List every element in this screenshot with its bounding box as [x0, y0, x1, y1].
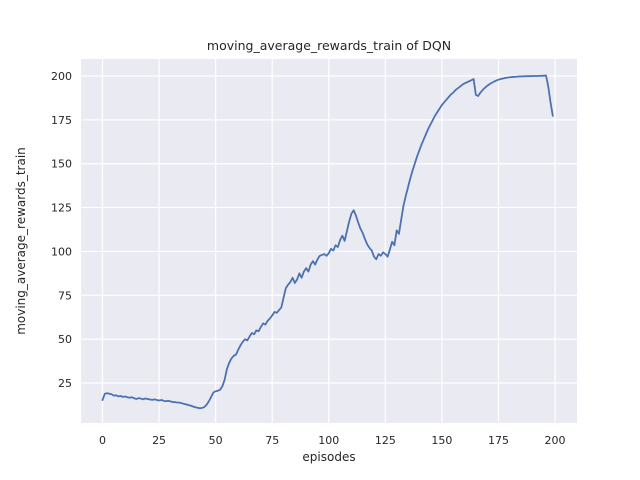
y-tick-label: 125: [51, 202, 72, 215]
x-tick-label: 50: [209, 434, 223, 447]
y-gridlines: [81, 75, 577, 384]
x-tick-label: 200: [545, 434, 566, 447]
y-tick-label: 50: [58, 333, 72, 346]
x-tick-label: 100: [318, 434, 339, 447]
y-tick-label: 200: [51, 70, 72, 83]
x-tick-label: 0: [99, 434, 106, 447]
y-axis-label: moving_average_rewards_train: [14, 147, 28, 335]
y-tick-label: 25: [58, 377, 72, 390]
y-tick-label: 100: [51, 245, 72, 258]
x-tick-label: 125: [375, 434, 396, 447]
x-tick-label: 75: [265, 434, 279, 447]
reward-line-series: [101, 74, 554, 410]
y-tick-labels: 25 50 75 100 125 150 175 200: [51, 70, 72, 390]
y-tick-label: 175: [51, 114, 72, 127]
chart-title: moving_average_rewards_train of DQN: [207, 38, 451, 53]
x-tick-labels: 0 25 50 75 100 125 150 175 200: [99, 434, 566, 447]
x-tick-label: 25: [152, 434, 166, 447]
x-axis-label: episodes: [302, 450, 355, 464]
y-tick-label: 75: [58, 289, 72, 302]
y-tick-label: 150: [51, 158, 72, 171]
x-tick-label: 150: [431, 434, 452, 447]
x-tick-label: 175: [488, 434, 509, 447]
